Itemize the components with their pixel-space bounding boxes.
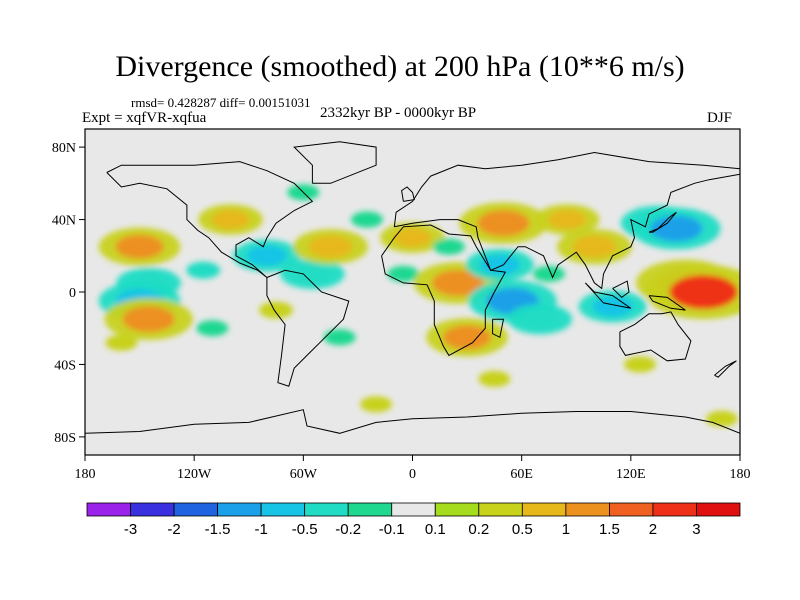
colorbar-swatch (173, 502, 218, 517)
y-tick-label: 80S (54, 431, 76, 446)
divergence-feature (105, 334, 138, 351)
x-tick-label: 120E (616, 467, 646, 482)
x-tick-label: 180 (730, 467, 751, 482)
divergence-feature (532, 265, 565, 282)
coastline-segment (714, 360, 737, 378)
colorbar-swatch (434, 502, 480, 517)
x-tick-label: 180 (75, 467, 96, 482)
divergence-feature (443, 325, 492, 350)
colorbar-swatch (347, 502, 393, 517)
chart-title: Divergence (smoothed) at 200 hPa (10**6 … (115, 50, 685, 83)
coastline-segment (381, 224, 507, 357)
divergence-feature (351, 211, 384, 228)
colorbar-swatch (521, 502, 567, 517)
season-label: DJF (707, 110, 733, 126)
y-axis-ticks: 80N 40N 0 40S 80S (52, 141, 85, 446)
divergence-feature (211, 210, 250, 230)
colorbar-swatch (565, 502, 610, 517)
colorbar-label: 0.1 (425, 521, 446, 538)
divergence-feature (393, 228, 432, 248)
divergence-feature (323, 329, 356, 346)
coastline-segment (619, 311, 692, 362)
colorbar-swatch (478, 502, 523, 517)
y-tick-label: 80N (52, 141, 76, 156)
coastline-segment (394, 173, 740, 290)
x-axis-ticks: 180 120W 60W 0 60E 120E 180 (75, 455, 751, 482)
x-tick-label: 0 (409, 467, 416, 482)
experiment-label: Expt = xqfVR-xqfua (82, 110, 207, 126)
colorbar-swatch (86, 502, 131, 517)
colorbar-label: 3 (692, 521, 700, 538)
coastline-segment (393, 151, 740, 227)
x-tick-label: 60W (290, 467, 318, 482)
colorbar-label: 1 (562, 521, 570, 538)
y-tick-label: 40S (54, 358, 76, 373)
colorbar-swatch (217, 502, 262, 517)
colorbar-label: -1.5 (205, 521, 231, 538)
divergence-feature (293, 264, 332, 284)
divergence-feature (431, 269, 484, 296)
colorbar-swatch (609, 502, 654, 517)
coastline-segment (106, 161, 314, 278)
colorbar-label: -0.5 (292, 521, 318, 538)
colorbar-swatch (260, 502, 306, 517)
divergence-feature (387, 265, 420, 282)
divergence-feature (623, 356, 656, 373)
stats-text: rmsd= 0.428287 diff= 0.00151031 (131, 95, 311, 110)
divergence-feature (259, 301, 294, 319)
divergence-feature (477, 210, 530, 237)
divergence-feature (360, 396, 393, 413)
divergence-feature (308, 235, 353, 258)
divergence-feature (122, 306, 175, 333)
coastline-segment (648, 211, 677, 233)
divergence-feature (592, 296, 633, 317)
divergence-feature (246, 245, 287, 266)
divergence-feature (650, 215, 703, 242)
colorbar-swatch (652, 502, 697, 517)
divergence-feature (548, 210, 587, 230)
coastline-segment (293, 141, 377, 184)
colorbar-label: -0.1 (379, 521, 405, 538)
coastline-segment (612, 280, 630, 299)
x-tick-label: 60E (510, 467, 533, 482)
divergence-feature (572, 235, 617, 258)
divergence-feature (115, 234, 164, 259)
colorbar-swatch (696, 502, 741, 517)
coastlines (85, 141, 740, 434)
coastline-segment (492, 318, 505, 339)
coastline-segment (648, 295, 686, 311)
coastline-segment (401, 186, 415, 202)
divergence-feature (432, 238, 465, 255)
divergence-feature (186, 261, 221, 279)
coastline-segment (266, 269, 350, 387)
colorbar-label: 1.5 (599, 521, 620, 538)
colorbar: -3 -2 -1.5 -1 -0.5 -0.2 -0.1 0.1 0.2 0.5 1 1.5 2 3 (86, 502, 741, 538)
colorbar-label: -0.2 (335, 521, 361, 538)
colorbar-swatch (391, 502, 436, 517)
colorbar-label: 0.2 (468, 521, 489, 538)
colorbar-label: -2 (167, 521, 180, 538)
colorbar-swatch (130, 502, 175, 517)
divergence-feature (705, 410, 738, 427)
colorbar-label: -3 (124, 521, 137, 538)
colorbar-label: 2 (649, 521, 657, 538)
divergence-feature (669, 275, 738, 309)
map-background (85, 129, 740, 455)
colorbar-label: -1 (254, 521, 267, 538)
divergence-feature (478, 370, 511, 387)
period-label: 2332kyr BP - 0000kyr BP (320, 105, 477, 121)
colorbar-swatch (304, 502, 349, 517)
coastline-segment (85, 409, 740, 434)
divergence-feature (520, 309, 559, 329)
y-tick-label: 40N (52, 214, 76, 229)
coastline-segment (584, 282, 632, 309)
colorbar-label: 0.5 (512, 521, 533, 538)
y-tick-label: 0 (69, 286, 76, 301)
divergence-feature (196, 320, 229, 337)
x-tick-label: 120W (177, 467, 212, 482)
